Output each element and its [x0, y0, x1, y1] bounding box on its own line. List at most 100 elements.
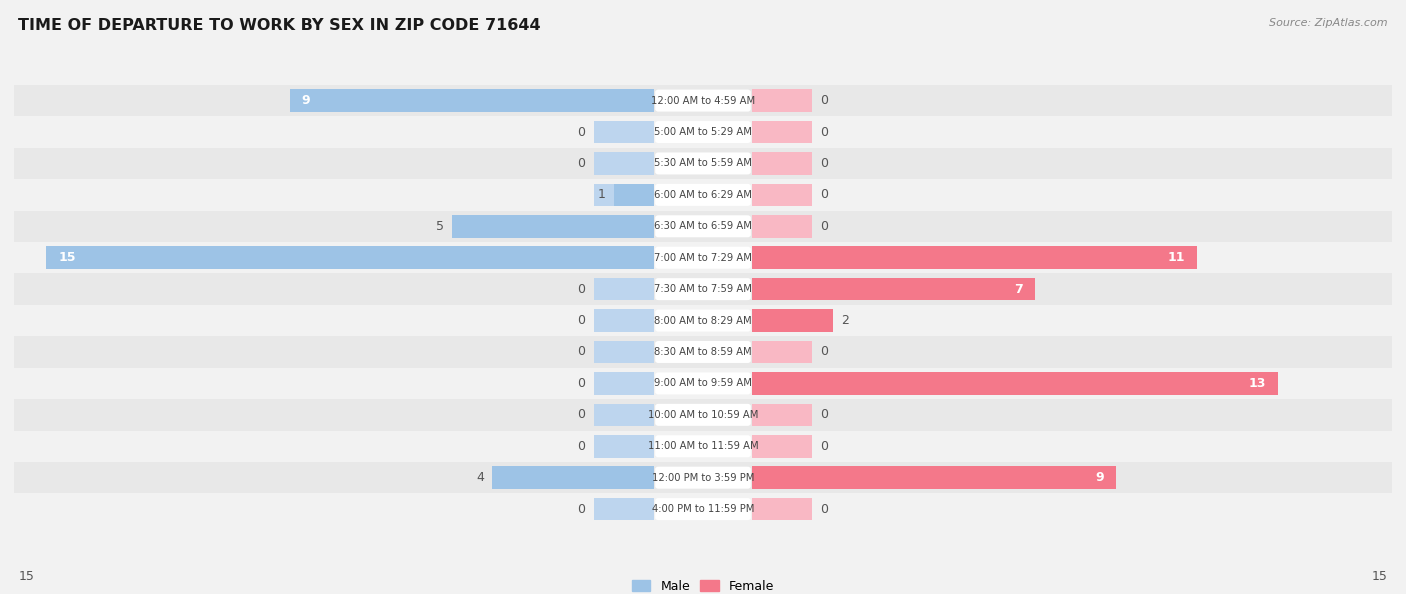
Bar	[752, 184, 813, 206]
Text: 11: 11	[1168, 251, 1185, 264]
Bar	[593, 498, 654, 520]
Text: 6:00 AM to 6:29 AM: 6:00 AM to 6:29 AM	[654, 190, 752, 200]
Bar	[14, 116, 1392, 148]
Bar	[593, 435, 654, 457]
Bar	[46, 247, 654, 269]
Bar	[752, 247, 1198, 269]
Bar	[14, 148, 1392, 179]
Text: 0: 0	[578, 440, 585, 453]
Text: 4:00 PM to 11:59 PM: 4:00 PM to 11:59 PM	[652, 504, 754, 514]
Bar	[14, 494, 1392, 525]
Bar	[290, 89, 654, 112]
Text: 0: 0	[578, 314, 585, 327]
FancyBboxPatch shape	[655, 184, 751, 206]
Bar	[752, 278, 813, 301]
Text: 15: 15	[59, 251, 76, 264]
Bar	[752, 403, 813, 426]
Bar	[614, 184, 654, 206]
FancyBboxPatch shape	[655, 121, 751, 143]
Bar	[593, 341, 654, 364]
Text: 11:00 AM to 11:59 AM: 11:00 AM to 11:59 AM	[648, 441, 758, 451]
Text: 4: 4	[477, 471, 484, 484]
Text: 5: 5	[436, 220, 444, 233]
Bar	[593, 309, 654, 332]
Text: 15: 15	[18, 570, 34, 583]
Bar	[752, 215, 813, 238]
Bar	[752, 309, 813, 332]
Text: 0: 0	[821, 94, 828, 107]
Text: 0: 0	[821, 125, 828, 138]
Text: 0: 0	[578, 283, 585, 296]
FancyBboxPatch shape	[655, 278, 751, 300]
Bar	[14, 273, 1392, 305]
Text: 0: 0	[821, 157, 828, 170]
Text: 15: 15	[1372, 570, 1388, 583]
Bar	[14, 305, 1392, 336]
FancyBboxPatch shape	[655, 404, 751, 426]
FancyBboxPatch shape	[655, 435, 751, 457]
FancyBboxPatch shape	[655, 372, 751, 394]
Text: 9: 9	[302, 94, 311, 107]
FancyBboxPatch shape	[655, 467, 751, 489]
Bar	[593, 403, 654, 426]
Bar	[752, 372, 813, 395]
Bar	[14, 211, 1392, 242]
Text: 0: 0	[578, 346, 585, 359]
Bar	[752, 372, 1278, 395]
Text: 0: 0	[821, 503, 828, 516]
FancyBboxPatch shape	[655, 341, 751, 363]
Text: 6:30 AM to 6:59 AM: 6:30 AM to 6:59 AM	[654, 222, 752, 231]
Bar	[593, 466, 654, 489]
Bar	[752, 466, 1116, 489]
Text: 1: 1	[598, 188, 606, 201]
Text: 0: 0	[578, 125, 585, 138]
Text: 9: 9	[1095, 471, 1104, 484]
Text: 8:30 AM to 8:59 AM: 8:30 AM to 8:59 AM	[654, 347, 752, 357]
Bar	[752, 89, 813, 112]
Text: 5:30 AM to 5:59 AM: 5:30 AM to 5:59 AM	[654, 159, 752, 169]
Text: 12:00 AM to 4:59 AM: 12:00 AM to 4:59 AM	[651, 96, 755, 106]
Bar	[752, 121, 813, 143]
Text: 7: 7	[1014, 283, 1024, 296]
Text: 0: 0	[578, 408, 585, 421]
Text: 0: 0	[578, 377, 585, 390]
Bar	[593, 247, 654, 269]
Bar	[14, 462, 1392, 494]
FancyBboxPatch shape	[655, 247, 751, 268]
Bar	[14, 431, 1392, 462]
Bar	[752, 152, 813, 175]
Bar	[752, 309, 832, 332]
Bar	[752, 498, 813, 520]
FancyBboxPatch shape	[655, 215, 751, 237]
Text: 7:30 AM to 7:59 AM: 7:30 AM to 7:59 AM	[654, 284, 752, 294]
Bar	[14, 399, 1392, 431]
Bar	[451, 215, 654, 238]
FancyBboxPatch shape	[655, 309, 751, 331]
Bar	[14, 242, 1392, 273]
FancyBboxPatch shape	[655, 90, 751, 112]
Bar	[14, 336, 1392, 368]
Text: 13: 13	[1249, 377, 1267, 390]
Text: 0: 0	[821, 408, 828, 421]
Text: TIME OF DEPARTURE TO WORK BY SEX IN ZIP CODE 71644: TIME OF DEPARTURE TO WORK BY SEX IN ZIP …	[18, 18, 541, 33]
Text: 8:00 AM to 8:29 AM: 8:00 AM to 8:29 AM	[654, 315, 752, 326]
Bar	[593, 121, 654, 143]
Bar	[14, 179, 1392, 211]
Bar	[752, 341, 813, 364]
Bar	[593, 215, 654, 238]
Text: 0: 0	[578, 157, 585, 170]
Bar	[593, 89, 654, 112]
FancyBboxPatch shape	[655, 498, 751, 520]
Text: 0: 0	[821, 346, 828, 359]
Bar	[593, 152, 654, 175]
Text: 5:00 AM to 5:29 AM: 5:00 AM to 5:29 AM	[654, 127, 752, 137]
Bar	[593, 278, 654, 301]
Text: 7:00 AM to 7:29 AM: 7:00 AM to 7:29 AM	[654, 252, 752, 263]
Bar	[14, 368, 1392, 399]
Bar	[752, 466, 813, 489]
Text: 12:00 PM to 3:59 PM: 12:00 PM to 3:59 PM	[652, 473, 754, 483]
FancyBboxPatch shape	[655, 153, 751, 175]
Bar	[492, 466, 654, 489]
Bar	[752, 435, 813, 457]
Bar	[752, 278, 1035, 301]
